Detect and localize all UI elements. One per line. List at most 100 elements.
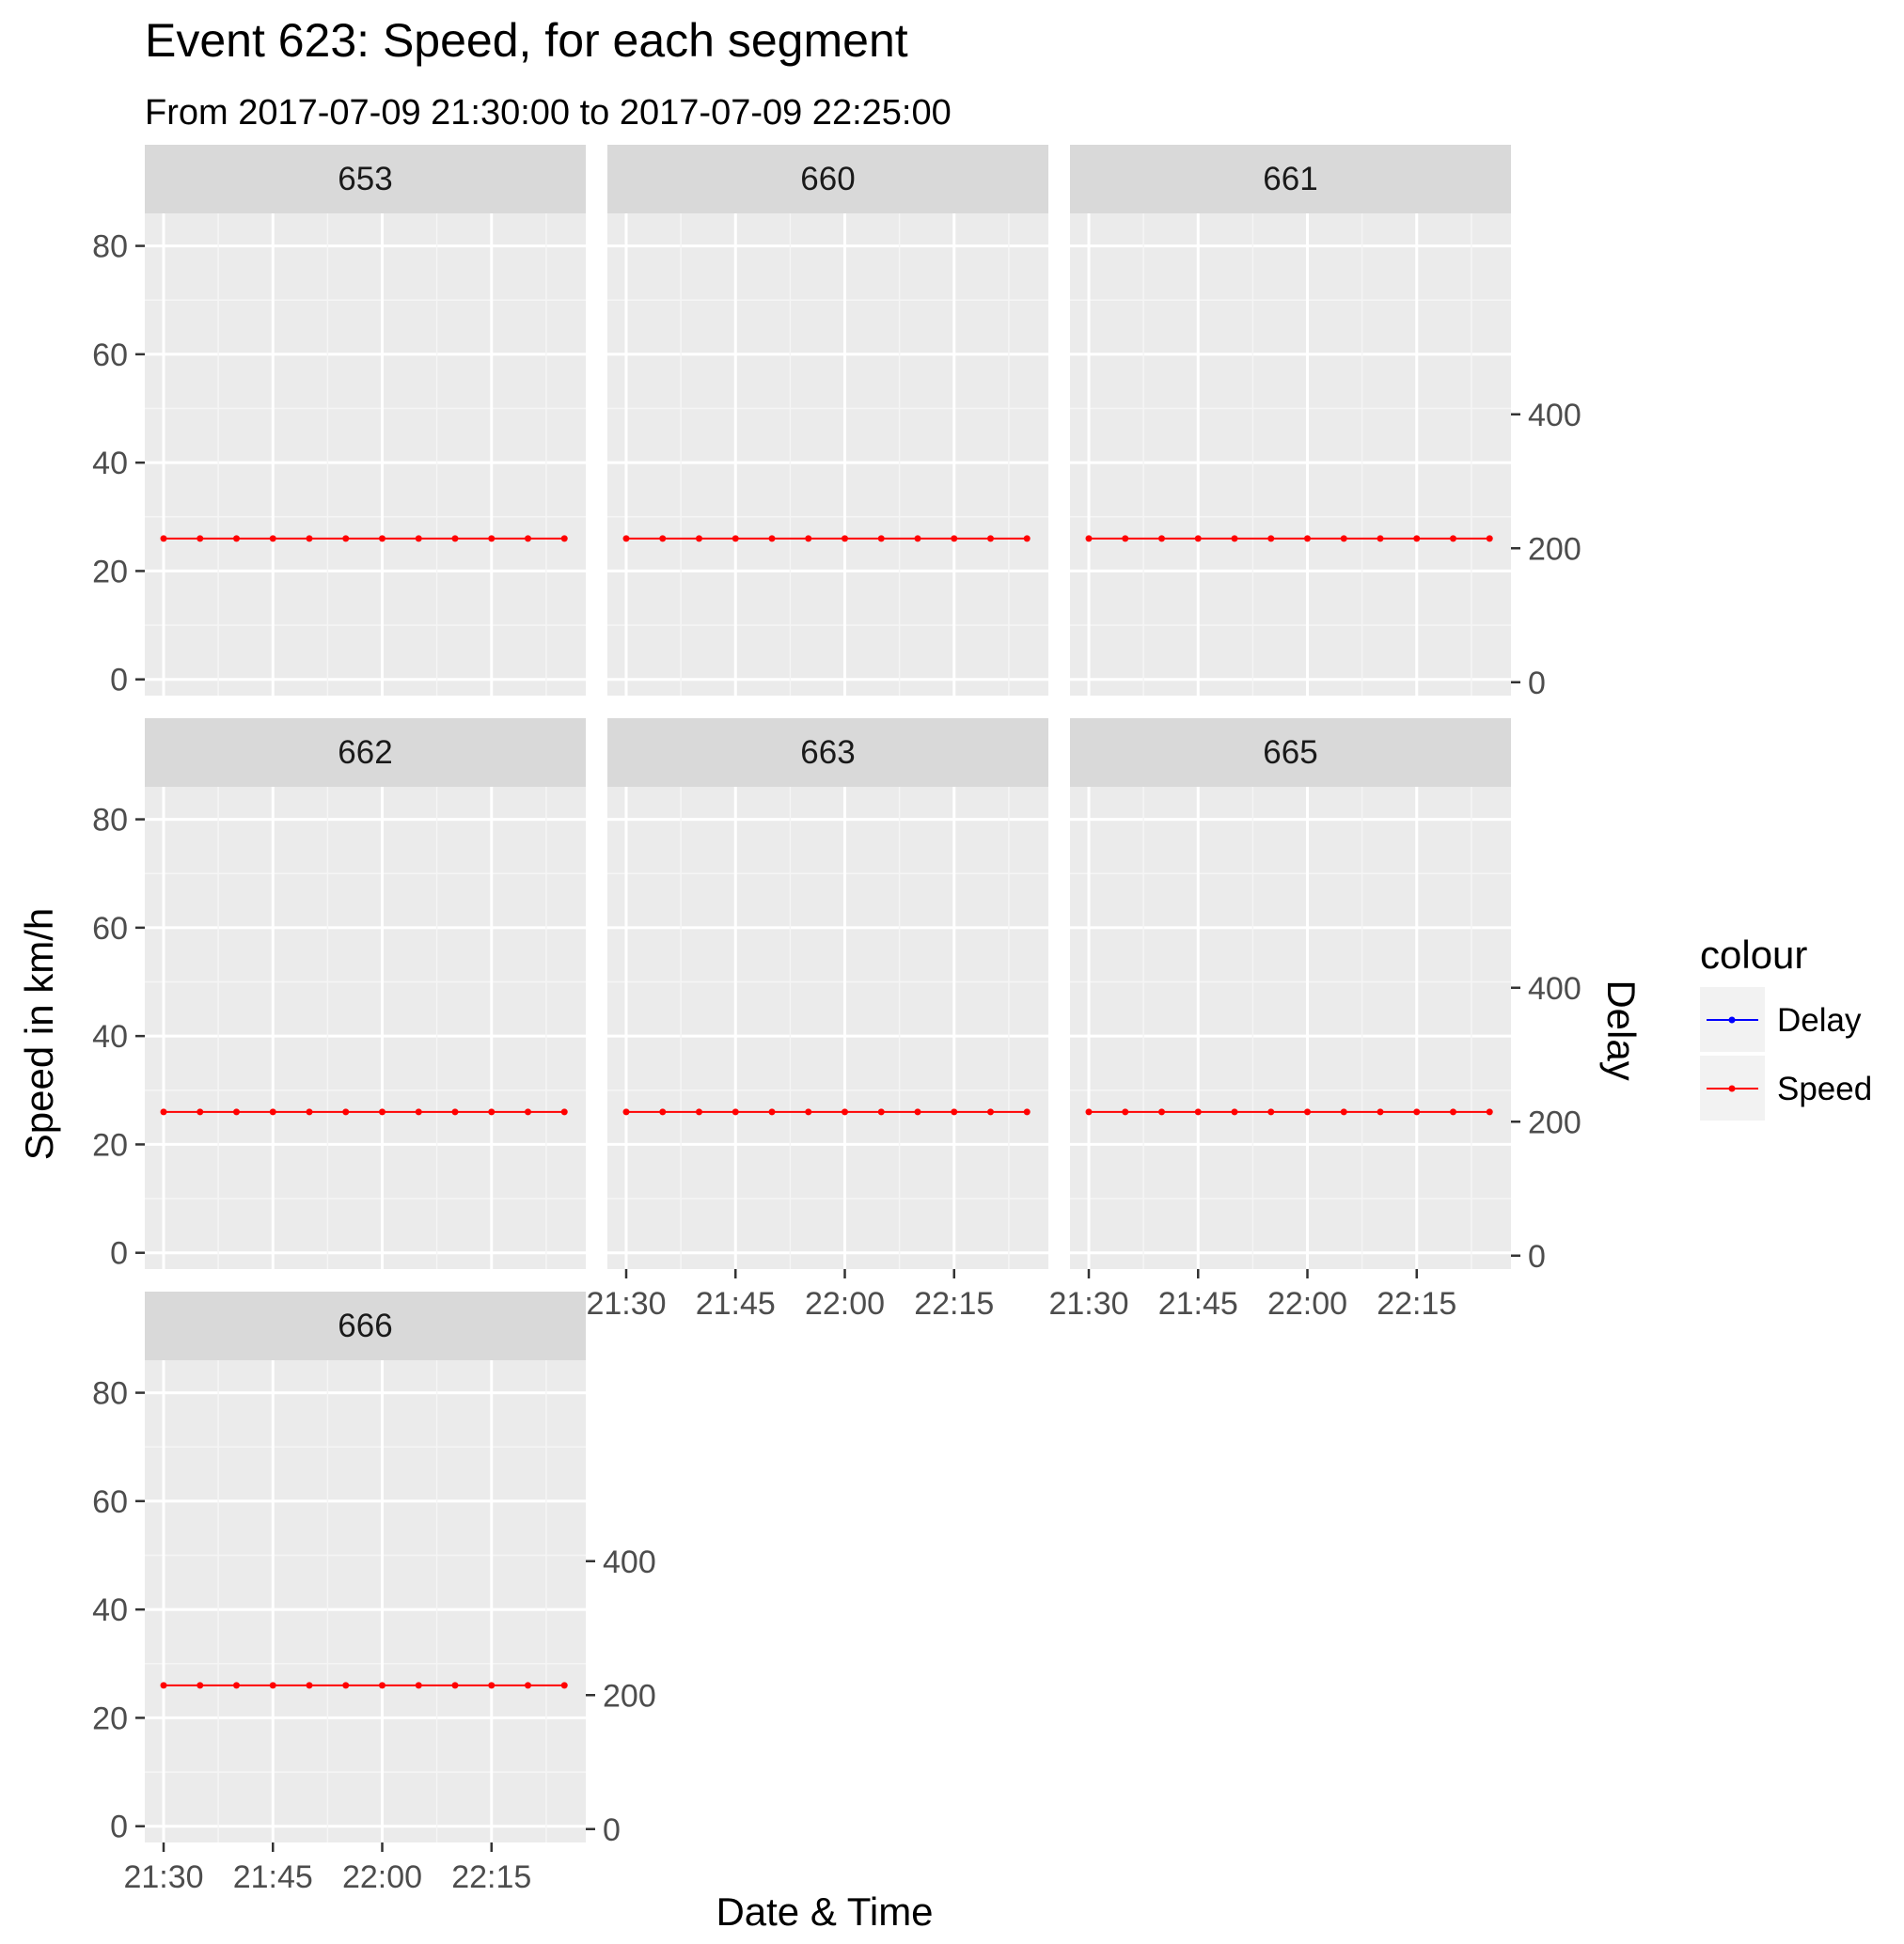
y2-tick-label: 200 (1528, 1105, 1581, 1140)
panel-background (145, 787, 586, 1269)
x-tick-label: 22:15 (1377, 1286, 1456, 1322)
panel-background (607, 213, 1048, 696)
data-point (488, 535, 496, 542)
data-point (451, 1682, 459, 1689)
x-tick-label: 21:45 (1158, 1286, 1238, 1322)
y2-tick-label: 0 (1528, 1239, 1546, 1275)
data-point (1194, 1108, 1202, 1116)
y-tick-label: 0 (110, 1236, 128, 1272)
y2-tick-label: 400 (603, 1544, 656, 1580)
data-point (732, 535, 739, 542)
data-point (877, 1108, 885, 1116)
data-point (1122, 1108, 1129, 1116)
facet-panel-663: 663 21:30 21:45 22:00 22:15 (586, 718, 1048, 1322)
legend-key-point (1728, 1016, 1736, 1024)
panel-background (145, 213, 586, 696)
data-point (197, 535, 204, 542)
data-point (1450, 535, 1456, 542)
data-point (659, 535, 667, 542)
y-axis-label: Speed in km/h (17, 908, 61, 1161)
data-point (1413, 1108, 1421, 1116)
x-axis-label: Date & Time (716, 1889, 933, 1934)
data-point (160, 1682, 167, 1689)
x-tick-label: 21:45 (233, 1859, 313, 1895)
data-point (379, 535, 386, 542)
legend: colour Delay Speed (1700, 933, 1872, 1121)
data-point (342, 1682, 350, 1689)
data-point (342, 1108, 350, 1116)
data-point (1267, 1108, 1275, 1116)
data-point (306, 1108, 313, 1116)
panel-background (1070, 787, 1511, 1269)
facet-strip-label: 662 (338, 734, 392, 771)
facet-strip-label: 653 (338, 161, 392, 197)
x-tick-label: 21:30 (123, 1859, 203, 1895)
panel-background (1070, 213, 1511, 696)
legend-item-delay: Delay (1700, 987, 1862, 1052)
data-point (269, 1682, 276, 1689)
panel-background (607, 787, 1048, 1269)
facet-panel-662: 662 0 20 40 60 80 (92, 718, 586, 1272)
data-point (1194, 535, 1202, 542)
data-point (1377, 1108, 1384, 1116)
chart-subtitle: From 2017-07-09 21:30:00 to 2017-07-09 2… (145, 93, 952, 133)
data-point (415, 1108, 422, 1116)
data-point (488, 1108, 496, 1116)
data-point (306, 1682, 313, 1689)
data-point (1267, 535, 1275, 542)
facet-strip-label: 663 (800, 734, 855, 771)
facet-strip (1070, 718, 1511, 787)
x-tick-label: 21:30 (586, 1286, 666, 1322)
data-point (1450, 1108, 1456, 1116)
x-tick-label: 21:45 (696, 1286, 776, 1322)
data-point (451, 535, 459, 542)
data-point (488, 1682, 496, 1689)
facet-panel-665: 665 0 200 400 21:30 21:45 22:00 22:15 (1048, 718, 1581, 1322)
x-tick-label: 21:30 (1048, 1286, 1128, 1322)
data-point (197, 1682, 204, 1689)
data-point (451, 1108, 459, 1116)
x-tick-label: 22:15 (451, 1859, 531, 1895)
panel-background (145, 1360, 586, 1842)
data-point (1340, 535, 1347, 542)
data-point (269, 535, 276, 542)
facet-strip (1070, 145, 1511, 213)
data-point (1085, 535, 1093, 542)
data-point (951, 1108, 958, 1116)
facet-strip (145, 145, 586, 213)
facet-strip (145, 718, 586, 787)
y-tick-label: 80 (92, 1376, 128, 1412)
data-point (379, 1108, 386, 1116)
data-point (914, 535, 921, 542)
y-tick-label: 60 (92, 911, 128, 947)
y-tick-label: 40 (92, 446, 128, 481)
data-point (1304, 535, 1311, 542)
data-point (1486, 1108, 1493, 1116)
data-point (987, 1108, 994, 1116)
facet-panel-661: 661 0 200 400 (1070, 145, 1581, 701)
data-point (160, 535, 167, 542)
data-point (560, 1682, 568, 1689)
data-point (269, 1108, 276, 1116)
facet-panel-660: 660 (607, 145, 1048, 696)
facet-strip (607, 145, 1048, 213)
y-tick-label: 40 (92, 1019, 128, 1055)
data-point (1122, 535, 1129, 542)
y-tick-label: 0 (110, 1810, 128, 1845)
data-point (525, 535, 531, 542)
data-point (696, 1108, 702, 1116)
facet-strip (607, 718, 1048, 787)
y-tick-label: 60 (92, 1484, 128, 1520)
y2-axis-label: Delay (1599, 980, 1644, 1080)
data-point (1023, 535, 1031, 542)
facet-panel-653: 653 0 20 40 60 80 (92, 145, 586, 698)
data-point (525, 1682, 531, 1689)
data-point (1023, 1108, 1031, 1116)
facet-strip (145, 1292, 586, 1360)
data-point (1304, 1108, 1311, 1116)
data-point (1340, 1108, 1347, 1116)
data-point (525, 1108, 531, 1116)
y-tick-label: 20 (92, 1127, 128, 1163)
data-point (160, 1108, 167, 1116)
